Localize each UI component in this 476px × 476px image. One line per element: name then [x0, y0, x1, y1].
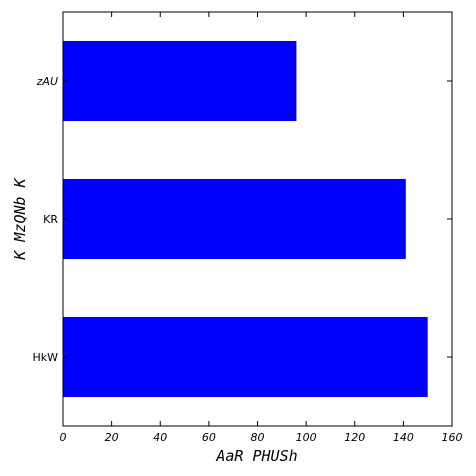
x-axis-label: AaR PHUSh — [215, 447, 297, 465]
y-axis-label: K MzQNb K — [11, 177, 29, 260]
x-tick-label: 100 — [296, 431, 317, 444]
x-ticks: 0 20 40 60 80 100 120 140 160 — [60, 12, 463, 444]
y-ticks: HkW KR zAU — [32, 75, 452, 364]
x-tick-label: 120 — [344, 431, 365, 444]
x-tick-label: 0 — [60, 431, 67, 444]
y-tick-label: KR — [43, 213, 58, 226]
x-tick-label: 40 — [153, 431, 167, 444]
bar-kr — [63, 178, 406, 260]
x-tick-label: 80 — [251, 431, 265, 444]
bar-zau — [63, 40, 297, 122]
x-tick-label: 20 — [105, 431, 119, 444]
y-tick-label: HkW — [32, 351, 58, 364]
y-tick-label: zAU — [36, 75, 58, 88]
x-tick-label: 60 — [202, 431, 216, 444]
bar-hkw — [63, 316, 428, 398]
bars-group — [63, 40, 428, 398]
x-tick-label: 140 — [393, 431, 414, 444]
x-tick-label: 160 — [442, 431, 463, 444]
